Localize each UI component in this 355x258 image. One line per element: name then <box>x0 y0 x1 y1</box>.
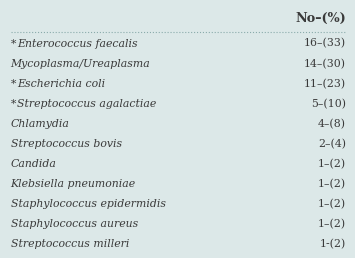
Text: 1–(2): 1–(2) <box>318 199 346 209</box>
Text: *: * <box>11 79 16 89</box>
Text: Escherichia coli: Escherichia coli <box>17 79 105 89</box>
Text: 4–(8): 4–(8) <box>318 119 346 129</box>
Text: 14–(30): 14–(30) <box>304 59 346 69</box>
Text: 1–(2): 1–(2) <box>318 159 346 169</box>
Text: 2–(4): 2–(4) <box>318 139 346 149</box>
Text: Enterococcus faecalis: Enterococcus faecalis <box>17 38 138 49</box>
Text: Klebsiella pneumoniae: Klebsiella pneumoniae <box>11 179 136 189</box>
Text: Mycoplasma/Ureaplasma: Mycoplasma/Ureaplasma <box>11 59 151 69</box>
Text: Streptococcus bovis: Streptococcus bovis <box>11 139 122 149</box>
Text: 1-(2): 1-(2) <box>320 239 346 249</box>
Text: Streptococcus agalactiae: Streptococcus agalactiae <box>17 99 156 109</box>
Text: 16–(33): 16–(33) <box>304 38 346 49</box>
Text: Staphylococcus epidermidis: Staphylococcus epidermidis <box>11 199 166 209</box>
Text: Staphylococcus aureus: Staphylococcus aureus <box>11 219 138 229</box>
Text: *: * <box>11 38 16 49</box>
Text: Streptococcus milleri: Streptococcus milleri <box>11 239 129 249</box>
Text: *: * <box>11 99 16 109</box>
Text: Chlamydia: Chlamydia <box>11 119 70 129</box>
Text: No–(%): No–(%) <box>295 12 346 25</box>
Text: Candida: Candida <box>11 159 56 169</box>
Text: 11–(23): 11–(23) <box>304 78 346 89</box>
Text: 5–(10): 5–(10) <box>311 99 346 109</box>
Text: 1–(2): 1–(2) <box>318 219 346 229</box>
Text: 1–(2): 1–(2) <box>318 179 346 189</box>
